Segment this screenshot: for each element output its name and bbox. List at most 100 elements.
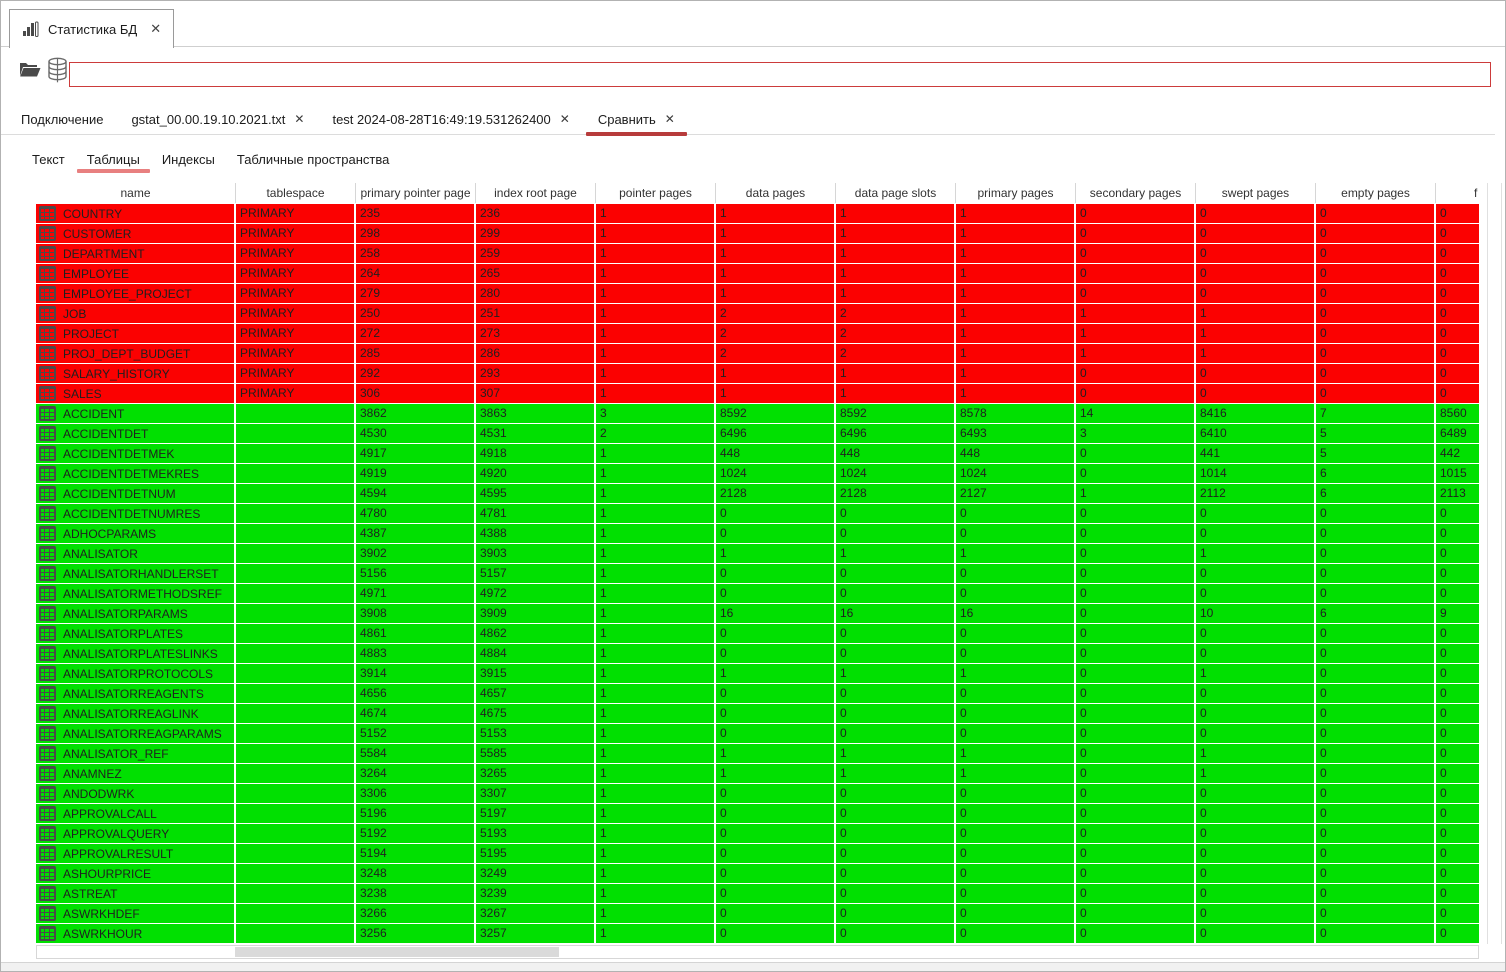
- column-header-f[interactable]: f: [1436, 183, 1479, 203]
- vertical-scrollbar[interactable]: [1487, 183, 1502, 944]
- view-tab-0[interactable]: Текст: [21, 144, 76, 174]
- column-header-index-root-page[interactable]: index root page: [476, 183, 596, 203]
- cell-f: 0: [1436, 504, 1479, 524]
- table-row[interactable]: ANALISATORREAGLINK4674467510000000: [36, 704, 1479, 724]
- table-row[interactable]: ASHOURPRICE3248324910000000: [36, 864, 1479, 884]
- table-row[interactable]: COUNTRYPRIMARY23523611110000: [36, 204, 1479, 224]
- table-row[interactable]: ADHOCPARAMS4387438810000000: [36, 524, 1479, 544]
- doc-tab-1[interactable]: gstat_00.00.19.10.2021.txt✕: [117, 104, 318, 134]
- cell-index-root-page: 293: [476, 364, 596, 384]
- column-header-primary-pages[interactable]: primary pages: [956, 183, 1076, 203]
- table-row[interactable]: ANDODWRK3306330710000000: [36, 784, 1479, 804]
- view-tab-2[interactable]: Индексы: [151, 144, 226, 174]
- table-row[interactable]: ANALISATOR3902390311110100: [36, 544, 1479, 564]
- table-row[interactable]: ANALISATORPLATESLINKS4883488410000000: [36, 644, 1479, 664]
- view-tab-3[interactable]: Табличные пространства: [226, 144, 400, 174]
- cell-primary-pages: 448: [956, 444, 1076, 464]
- window-tab-close-icon[interactable]: ✕: [150, 21, 161, 37]
- cell-f: 0: [1436, 884, 1479, 904]
- cell-data-page-slots: 1: [836, 544, 956, 564]
- doc-tab-0[interactable]: Подключение: [7, 104, 117, 134]
- view-tab-1[interactable]: Таблицы: [76, 144, 151, 174]
- column-header-empty-pages[interactable]: empty pages: [1316, 183, 1436, 203]
- table-row[interactable]: ASWRKHDEF3266326710000000: [36, 904, 1479, 924]
- table-row[interactable]: ANAMNEZ3264326511110100: [36, 764, 1479, 784]
- table-row[interactable]: ACCIDENTDETMEKRES49194920110241024102401…: [36, 464, 1479, 484]
- table-row[interactable]: DEPARTMENTPRIMARY25825911110000: [36, 244, 1479, 264]
- cell-swept-pages: 1: [1196, 664, 1316, 684]
- table-icon: [39, 426, 56, 441]
- doc-tab-3[interactable]: Сравнить✕: [584, 104, 689, 134]
- cell-f: 2113: [1436, 484, 1479, 504]
- column-header-pointer-pages[interactable]: pointer pages: [596, 183, 716, 203]
- cell-tablespace: PRIMARY: [236, 384, 356, 404]
- table-row[interactable]: ANALISATORREAGENTS4656465710000000: [36, 684, 1479, 704]
- column-header-data-page-slots[interactable]: data page slots: [836, 183, 956, 203]
- cell-index-root-page: 4388: [476, 524, 596, 544]
- cell-data-pages: 6496: [716, 424, 836, 444]
- column-header-tablespace[interactable]: tablespace: [236, 183, 356, 203]
- table-row[interactable]: ANALISATORMETHODSREF4971497210000000: [36, 584, 1479, 604]
- table-row[interactable]: PROJ_DEPT_BUDGETPRIMARY28528612211100: [36, 344, 1479, 364]
- column-header-data-pages[interactable]: data pages: [716, 183, 836, 203]
- table-row[interactable]: ACCIDENTDETMEK49174918144844844804415442: [36, 444, 1479, 464]
- table-row[interactable]: SALARY_HISTORYPRIMARY29229311110000: [36, 364, 1479, 384]
- table-row[interactable]: ACCIDENTDETNUM45944595121282128212712112…: [36, 484, 1479, 504]
- table-row[interactable]: ASWRKHOUR3256325710000000: [36, 924, 1479, 944]
- cell-primary-pointer-page: 3238: [356, 884, 476, 904]
- table-row[interactable]: APPROVALCALL5196519710000000: [36, 804, 1479, 824]
- table-row[interactable]: ANALISATORHANDLERSET5156515710000000: [36, 564, 1479, 584]
- column-header-swept-pages[interactable]: swept pages: [1196, 183, 1316, 203]
- doc-tab-2[interactable]: test 2024-08-28T16:49:19.531262400✕: [318, 104, 583, 134]
- doc-tab-close-icon[interactable]: ✕: [665, 112, 675, 126]
- table-icon: [39, 646, 56, 661]
- cell-tablespace: [236, 644, 356, 664]
- table-row[interactable]: SALESPRIMARY30630711110000: [36, 384, 1479, 404]
- table-row[interactable]: EMPLOYEE_PROJECTPRIMARY27928011110000: [36, 284, 1479, 304]
- cell-data-pages: 1: [716, 364, 836, 384]
- database-path-input[interactable]: [69, 62, 1491, 87]
- cell-index-root-page: 3249: [476, 864, 596, 884]
- table-row[interactable]: ANALISATORPLATES4861486210000000: [36, 624, 1479, 644]
- cell-data-pages: 1: [716, 664, 836, 684]
- database-icon[interactable]: [47, 57, 68, 84]
- table-row[interactable]: ANALISATORPARAMS39083909116161601069: [36, 604, 1479, 624]
- open-folder-icon[interactable]: [18, 60, 42, 79]
- table-icon: [39, 226, 56, 241]
- horizontal-scrollbar-thumb[interactable]: [235, 947, 559, 957]
- cell-swept-pages: 441: [1196, 444, 1316, 464]
- window-tab-bar: Статистика БД ✕: [1, 1, 1505, 47]
- table-row[interactable]: ASTREAT3238323910000000: [36, 884, 1479, 904]
- horizontal-scrollbar[interactable]: [36, 945, 1479, 959]
- doc-tab-close-icon[interactable]: ✕: [560, 112, 570, 126]
- table-row[interactable]: ACCIDENTDET45304531264966496649336410564…: [36, 424, 1479, 444]
- cell-primary-pointer-page: 3914: [356, 664, 476, 684]
- table-row[interactable]: ACCIDENT38623863385928592857814841678560: [36, 404, 1479, 424]
- table-row[interactable]: PROJECTPRIMARY27227312211100: [36, 324, 1479, 344]
- tab-db-statistics[interactable]: Статистика БД ✕: [9, 9, 174, 48]
- cell-index-root-page: 3909: [476, 604, 596, 624]
- cell-data-pages: 0: [716, 864, 836, 884]
- cell-data-pages: 2: [716, 304, 836, 324]
- table-name-label: APPROVALRESULT: [63, 845, 173, 863]
- table-row[interactable]: EMPLOYEEPRIMARY26426511110000: [36, 264, 1479, 284]
- table-row[interactable]: ANALISATORPROTOCOLS3914391511110100: [36, 664, 1479, 684]
- table-row[interactable]: APPROVALQUERY5192519310000000: [36, 824, 1479, 844]
- cell-data-pages: 2128: [716, 484, 836, 504]
- cell-secondary-pages: 0: [1076, 584, 1196, 604]
- table-icon: [39, 886, 56, 901]
- cell-primary-pages: 0: [956, 884, 1076, 904]
- table-row[interactable]: ANALISATOR_REF5584558511110100: [36, 744, 1479, 764]
- table-row[interactable]: APPROVALRESULT5194519510000000: [36, 844, 1479, 864]
- cell-name: ANALISATORREAGLINK: [36, 704, 236, 724]
- column-header-secondary-pages[interactable]: secondary pages: [1076, 183, 1196, 203]
- cell-swept-pages: 0: [1196, 224, 1316, 244]
- doc-tab-close-icon[interactable]: ✕: [294, 112, 304, 126]
- column-header-primary-pointer-page[interactable]: primary pointer page: [356, 183, 476, 203]
- table-row[interactable]: ACCIDENTDETNUMRES4780478110000000: [36, 504, 1479, 524]
- cell-swept-pages: 0: [1196, 724, 1316, 744]
- table-row[interactable]: CUSTOMERPRIMARY29829911110000: [36, 224, 1479, 244]
- table-row[interactable]: ANALISATORREAGPARAMS5152515310000000: [36, 724, 1479, 744]
- table-row[interactable]: JOBPRIMARY25025112211100: [36, 304, 1479, 324]
- column-header-name[interactable]: name: [36, 183, 236, 203]
